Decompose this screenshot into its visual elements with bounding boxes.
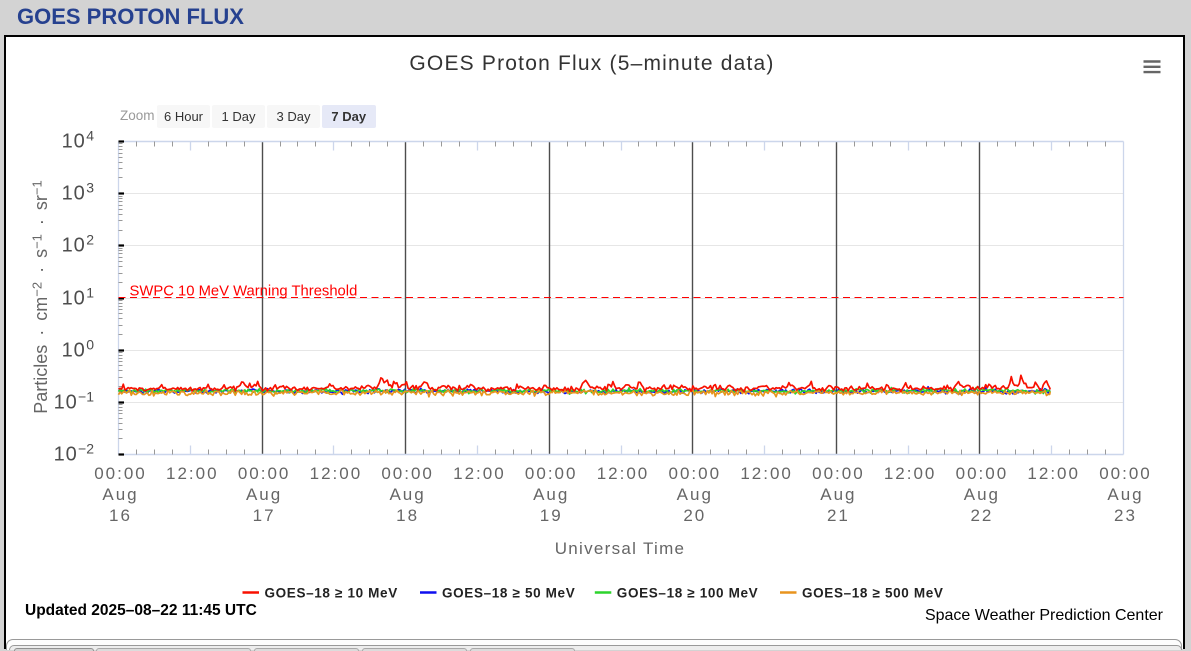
svg-text:GOES–18 ≥ 100 MeV: GOES–18 ≥ 100 MeV (617, 586, 759, 601)
svg-text:00:00: 00:00 (669, 464, 722, 483)
svg-text:23: 23 (1114, 506, 1137, 525)
svg-text:12:00: 12:00 (166, 464, 219, 483)
svg-text:18: 18 (396, 506, 419, 525)
svg-text:00:00: 00:00 (381, 464, 434, 483)
svg-text:12:00: 12:00 (1027, 464, 1080, 483)
svg-text:16: 16 (109, 506, 132, 525)
svg-text:10: 10 (62, 131, 86, 153)
svg-text:Aug: Aug (964, 485, 1000, 504)
svg-text:Aug: Aug (246, 485, 282, 504)
svg-text:10: 10 (54, 392, 78, 414)
svg-text:10: 10 (62, 288, 86, 310)
svg-text:GOES–18 ≥ 10 MeV: GOES–18 ≥ 10 MeV (265, 586, 398, 601)
svg-text:SWPC 10 MeV Warning Threshold: SWPC 10 MeV Warning Threshold (130, 284, 358, 300)
svg-text:12:00: 12:00 (453, 464, 506, 483)
svg-text:12:00: 12:00 (740, 464, 793, 483)
svg-text:−2: −2 (78, 441, 94, 457)
svg-text:12:00: 12:00 (884, 464, 937, 483)
svg-text:Aug: Aug (533, 485, 569, 504)
svg-text:00:00: 00:00 (1099, 464, 1152, 483)
svg-text:21: 21 (827, 506, 850, 525)
svg-text:Aug: Aug (820, 485, 856, 504)
svg-text:10: 10 (62, 183, 86, 205)
svg-text:−1: −1 (78, 389, 94, 405)
svg-text:1: 1 (86, 285, 94, 301)
svg-text:00:00: 00:00 (94, 464, 147, 483)
svg-text:Aug: Aug (677, 485, 713, 504)
svg-text:GOES–18 ≥ 500 MeV: GOES–18 ≥ 500 MeV (802, 586, 944, 601)
svg-text:19: 19 (540, 506, 563, 525)
svg-text:00:00: 00:00 (956, 464, 1009, 483)
svg-text:4: 4 (86, 128, 94, 144)
svg-text:00:00: 00:00 (525, 464, 578, 483)
svg-text:00:00: 00:00 (238, 464, 291, 483)
svg-text:10: 10 (62, 235, 86, 257)
svg-text:0: 0 (86, 337, 94, 353)
svg-text:17: 17 (253, 506, 276, 525)
svg-text:22: 22 (970, 506, 993, 525)
svg-text:GOES Proton Flux (5–minute dat: GOES Proton Flux (5–minute data) (409, 52, 774, 75)
svg-text:Universal Time: Universal Time (555, 539, 686, 558)
svg-text:Space Weather Prediction Cente: Space Weather Prediction Center (925, 607, 1164, 624)
svg-text:Aug: Aug (389, 485, 425, 504)
svg-text:00:00: 00:00 (812, 464, 865, 483)
svg-text:Particles · cm−2 · s−1 · sr−1: Particles · cm−2 · s−1 · sr−1 (30, 180, 52, 414)
svg-text:GOES–18 ≥ 50 MeV: GOES–18 ≥ 50 MeV (442, 586, 575, 601)
svg-text:Aug: Aug (1107, 485, 1143, 504)
svg-text:10: 10 (62, 340, 86, 362)
svg-text:12:00: 12:00 (310, 464, 363, 483)
svg-text:20: 20 (683, 506, 706, 525)
svg-text:3: 3 (86, 180, 94, 196)
svg-text:Aug: Aug (102, 485, 138, 504)
svg-text:10: 10 (54, 444, 78, 466)
svg-text:2: 2 (86, 232, 94, 248)
svg-text:12:00: 12:00 (597, 464, 650, 483)
svg-text:Updated 2025–08–22 11:45 UTC: Updated 2025–08–22 11:45 UTC (25, 602, 257, 619)
